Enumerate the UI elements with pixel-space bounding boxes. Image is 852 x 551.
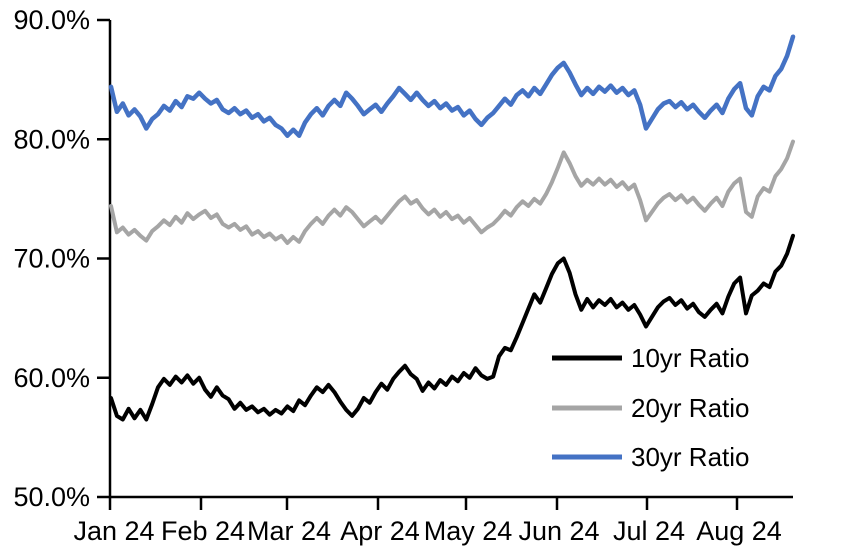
series-line-20yr-ratio [109, 139, 795, 245]
x-tick-label: Jul 24 [613, 516, 685, 546]
series-line-10yr-ratio [109, 233, 795, 422]
legend-label-30yr: 30yr Ratio [631, 442, 750, 472]
y-tick-label: 80.0% [13, 124, 90, 154]
legend-item-20yr: 20yr Ratio [552, 393, 750, 423]
y-tick-label: 60.0% [13, 363, 90, 393]
series-line-30yr-ratio [108, 34, 796, 138]
legend-label-10yr: 10yr Ratio [631, 343, 750, 373]
x-tick-label: Aug 24 [696, 516, 782, 546]
x-tick-label: Jun 24 [518, 516, 599, 546]
x-axis: Jan 24 Feb 24 Mar 24 Apr 24 May 24 Jun 2… [73, 495, 793, 546]
x-tick-label: Feb 24 [161, 516, 245, 546]
plot-lines [108, 34, 796, 422]
x-tick-label: Apr 24 [340, 516, 420, 546]
x-tick-label: Jan 24 [73, 516, 154, 546]
y-tick-label: 50.0% [13, 482, 90, 512]
legend-label-20yr: 20yr Ratio [631, 393, 750, 423]
legend: 10yr Ratio 20yr Ratio 30yr Ratio [552, 343, 750, 472]
x-tick-label: Mar 24 [247, 516, 331, 546]
legend-item-30yr: 30yr Ratio [552, 442, 750, 472]
x-tick-label: May 24 [424, 516, 513, 546]
y-tick-label: 90.0% [13, 5, 90, 35]
y-axis: 90.0% 80.0% 70.0% 60.0% 50.0% [13, 5, 112, 512]
legend-item-10yr: 10yr Ratio [552, 343, 750, 373]
y-tick-label: 70.0% [13, 244, 90, 274]
